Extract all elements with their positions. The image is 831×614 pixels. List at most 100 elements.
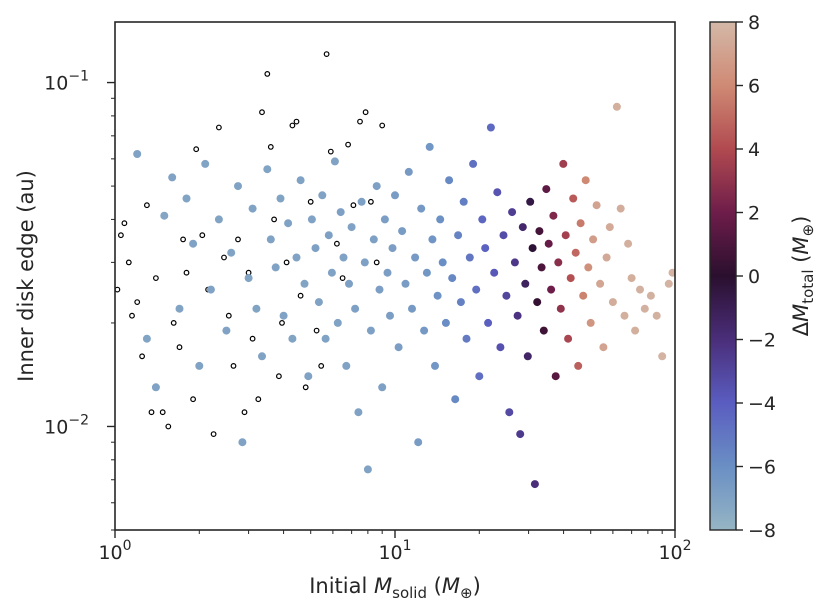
data-point [624,239,633,248]
data-point [304,372,313,381]
open-point [279,320,285,326]
data-point [602,253,611,262]
data-point [445,176,454,185]
colorbar-tick-label: 8 [748,12,760,34]
data-point [244,274,253,283]
x-tick-label: 100 [98,538,131,564]
open-point [255,396,262,403]
open-point [264,70,271,77]
open-point [180,236,187,243]
data-point [539,326,548,335]
data-point [263,165,272,174]
data-point [420,326,429,335]
data-point [300,279,309,288]
data-point [658,352,667,361]
colorbar-tick-label: 6 [748,76,760,98]
data-point [339,253,348,262]
data-point [258,352,266,361]
data-point [475,372,484,381]
open-point [297,292,304,299]
open-point [183,269,190,276]
y-tick-label: 10−2 [44,412,89,438]
data-point [388,244,397,253]
open-point [143,202,150,209]
data-point [345,279,353,288]
colorbar-tick-label: 0 [748,266,760,288]
data-point [631,326,640,335]
data-point [292,253,301,262]
open-point [165,423,172,430]
data-point [133,150,142,158]
data-point [664,279,673,288]
data-point [386,311,394,320]
data-point [227,248,236,257]
data-point [252,304,261,313]
data-point [592,201,601,210]
data-point [168,173,177,182]
data-point [584,263,593,272]
open-point [121,220,128,227]
data-point [378,383,387,392]
data-point [523,352,532,361]
data-point [530,480,539,489]
colorbar-tick-label: −2 [748,330,776,352]
colorbar [710,22,736,530]
data-point [360,258,369,267]
x-tick-label: 101 [378,538,411,564]
data-point [551,372,560,381]
colorbar-tick-label: 2 [748,203,760,225]
data-point [401,279,410,288]
data-point [556,304,565,313]
colorbar-label: ΔMtotal (M⊕) [789,216,817,337]
data-point [566,274,575,283]
data-point [535,227,544,236]
data-point [547,285,556,294]
data-point [484,318,493,327]
data-point [307,215,316,224]
data-point [222,326,231,335]
data-point [481,244,490,253]
data-point [576,219,585,228]
open-point [327,148,334,155]
open-point [235,236,241,243]
data-point [314,298,323,307]
data-point [526,197,535,206]
open-point [129,312,135,319]
data-point [279,311,288,320]
data-point [533,298,542,307]
data-point [431,361,439,370]
open-point [313,327,320,334]
data-point [248,204,257,213]
colorbar-ticks: 8 6 4 2 0 −2 −4 −6 −8 [736,12,776,542]
colorbar-tick-label: 4 [748,139,760,161]
open-point [117,232,124,239]
data-points [115,51,675,489]
open-point [199,232,206,239]
data-point [160,211,169,220]
open-point [139,353,146,360]
data-point [505,408,514,417]
y-tick-label: 10−1 [44,69,89,95]
open-point [283,259,290,266]
open-point [215,124,222,131]
data-point [330,157,339,166]
data-point [516,430,525,439]
open-point [334,240,340,247]
open-point [170,320,177,326]
data-point [271,263,280,272]
data-point [438,258,447,267]
data-point [311,244,320,253]
data-point [436,215,445,224]
open-point [368,198,374,205]
data-point [612,102,621,111]
data-point [201,159,210,168]
data-point [462,334,471,343]
data-point [296,176,305,185]
data-point [599,343,608,352]
data-point [369,235,378,244]
y-axis-label: Inner disk edge (au) [14,170,38,382]
data-point [451,395,460,404]
data-point [195,361,204,370]
data-point [206,285,215,294]
open-point [373,259,380,266]
